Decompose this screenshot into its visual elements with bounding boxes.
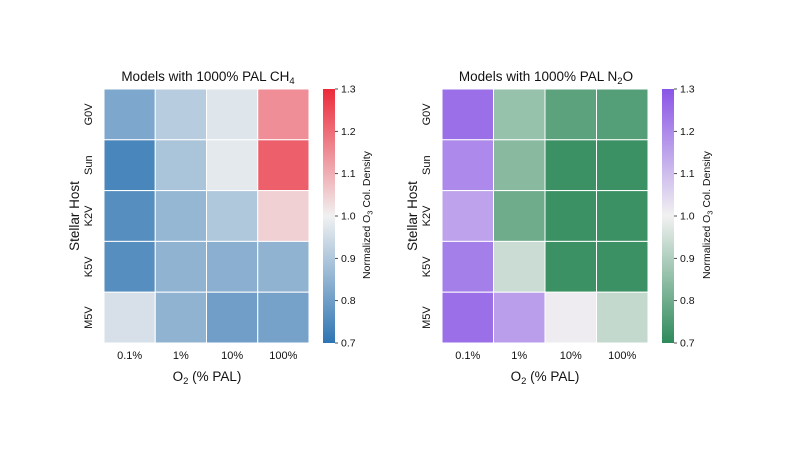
right-x-tick-label: 100%	[608, 350, 636, 362]
left-cell-Sun-2	[206, 139, 259, 192]
right-chart-title: Models with 1000% PAL N2O	[459, 69, 633, 87]
right-cell-M5V-2	[544, 291, 597, 344]
right-colorbar-tick-label: 0.7	[680, 338, 695, 350]
right-cell-Sun-0	[441, 139, 494, 192]
right-colorbar-tick-label: 1.1	[680, 168, 695, 180]
right-cell-K2V-2	[544, 190, 597, 242]
left-cell-K2V-3	[257, 190, 310, 242]
right-y-tick-label: G0V	[421, 103, 433, 126]
right-y-tick-label: Sun	[421, 155, 433, 175]
left-colorbar-tick-label: 1.2	[341, 126, 356, 138]
right-cell-K2V-1	[493, 190, 546, 242]
left-cell-G0V-3	[257, 88, 310, 141]
left-colorbar-tick-label: 1.0	[341, 211, 356, 223]
right-x-tick-label: 0.1%	[455, 350, 480, 362]
left-colorbar-label: Normalized O3 Col. Density	[361, 150, 375, 279]
left-cell-Sun-0	[103, 139, 156, 192]
left-x-tick-label: 0.1%	[117, 350, 142, 362]
right-cell-Sun-2	[544, 139, 597, 192]
right-cell-G0V-1	[493, 88, 546, 141]
right-colorbar-tick-label: 1.0	[680, 211, 695, 223]
left-y-axis-label: Stellar Host	[67, 181, 82, 251]
left-colorbar	[323, 89, 335, 343]
right-cell-K2V-0	[441, 190, 494, 242]
left-colorbar-tick-label: 0.9	[341, 253, 356, 265]
left-cell-K2V-1	[154, 190, 207, 242]
right-x-axis-label: O2 (% PAL)	[511, 369, 580, 387]
right-colorbar-tick-label: 1.2	[680, 126, 695, 138]
left-colorbar-tick-label: 1.3	[341, 84, 356, 96]
left-y-tick-label: K5V	[83, 256, 95, 277]
left-y-tick-label: Sun	[83, 155, 95, 175]
left-x-tick-label: 1%	[173, 350, 189, 362]
right-cell-Sun-3	[596, 139, 649, 192]
right-cell-K5V-2	[544, 240, 597, 293]
right-colorbar	[662, 89, 674, 343]
left-y-tick-label: K2V	[83, 205, 95, 226]
left-cell-K2V-2	[206, 190, 259, 242]
right-cell-Sun-1	[493, 139, 546, 192]
left-colorbar-tick-label: 0.7	[341, 338, 356, 350]
right-x-tick-label: 1%	[511, 350, 527, 362]
left-cell-G0V-1	[154, 88, 207, 141]
left-cell-M5V-2	[206, 291, 259, 344]
right-cell-M5V-1	[493, 291, 546, 344]
left-x-tick-label: 10%	[221, 350, 243, 362]
right-y-tick-label: K5V	[421, 256, 433, 277]
left-x-axis-label: O2 (% PAL)	[173, 369, 242, 387]
right-cell-K2V-3	[596, 190, 649, 242]
right-cell-M5V-0	[441, 291, 494, 344]
left-chart-title: Models with 1000% PAL CH4	[121, 69, 294, 87]
right-colorbar-label: Normalized O3 Col. Density	[701, 150, 715, 279]
left-x-tick-label: 100%	[269, 350, 297, 362]
left-cell-M5V-1	[154, 291, 207, 344]
right-colorbar-tick-label: 0.8	[680, 295, 695, 307]
left-y-tick-label: M5V	[83, 306, 95, 329]
right-cell-K5V-0	[441, 240, 494, 293]
left-cell-M5V-0	[103, 291, 156, 344]
right-y-tick-label: K2V	[421, 205, 433, 226]
left-cell-K5V-0	[103, 240, 156, 293]
left-cell-K2V-0	[103, 190, 156, 242]
right-cell-G0V-3	[596, 88, 649, 141]
right-cell-K5V-3	[596, 240, 649, 293]
left-cell-K5V-1	[154, 240, 207, 293]
left-colorbar-tick-label: 1.1	[341, 168, 356, 180]
right-y-axis-label: Stellar Host	[405, 181, 420, 251]
right-colorbar-tick-label: 0.9	[680, 253, 695, 265]
right-cell-G0V-0	[441, 88, 494, 141]
right-y-tick-label: M5V	[421, 306, 433, 329]
right-colorbar-tick-label: 1.3	[680, 84, 695, 96]
left-cell-K5V-2	[206, 240, 259, 293]
left-cell-G0V-0	[103, 88, 156, 141]
left-colorbar-tick-label: 0.8	[341, 295, 356, 307]
left-cell-Sun-3	[257, 139, 310, 192]
left-cell-K5V-3	[257, 240, 310, 293]
left-y-tick-label: G0V	[83, 103, 95, 126]
right-cell-M5V-3	[596, 291, 649, 344]
right-cell-G0V-2	[544, 88, 597, 141]
left-cell-G0V-2	[206, 88, 259, 141]
left-cell-Sun-1	[154, 139, 207, 192]
right-x-tick-label: 10%	[560, 350, 582, 362]
right-cell-K5V-1	[493, 240, 546, 293]
left-cell-M5V-3	[257, 291, 310, 344]
